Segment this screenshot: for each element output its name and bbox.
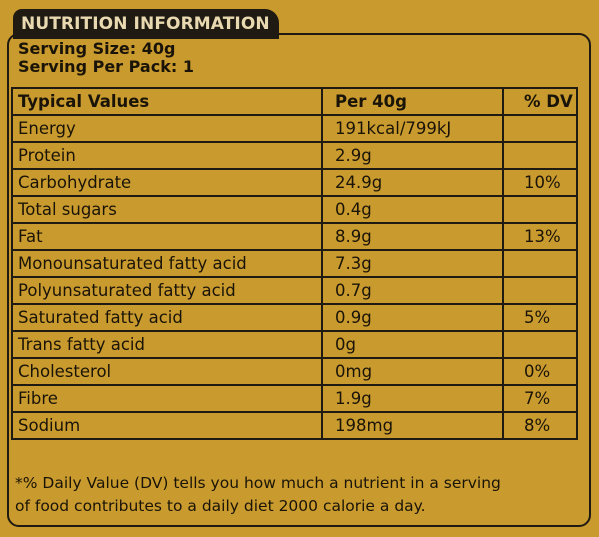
nutrient-dv [502,195,578,224]
nutrient-dv: 7% [502,384,578,413]
nutrient-amount: 7.3g [321,249,504,278]
nutrient-amount: 198mg [321,411,504,440]
nutrient-amount: 0mg [321,357,504,386]
nutrient-amount: 8.9g [321,222,504,251]
nutrient-amount: 191kcal/799kJ [321,114,504,143]
nutrient-name: Energy [11,114,323,143]
table-row: Fat 8.9g 13% [11,222,578,251]
nutrient-name: Total sugars [11,195,323,224]
table-row: Total sugars 0.4g [11,195,578,224]
page-title: NUTRITION INFORMATION [21,14,270,34]
nutrient-amount: 0.9g [321,303,504,332]
nutrient-amount: 0g [321,330,504,359]
serving-per-pack: Serving Per Pack: 1 [18,57,194,76]
serving-info: Serving Size: 40g Serving Per Pack: 1 [18,40,194,76]
nutrient-name: Sodium [11,411,323,440]
column-header-typical-values: Typical Values [11,87,323,116]
nutrient-name: Protein [11,141,323,170]
nutrient-name: Cholesterol [11,357,323,386]
nutrient-name: Polyunsaturated fatty acid [11,276,323,305]
nutrient-name: Carbohydrate [11,168,323,197]
nutrition-table: Typical Values Per 40g % DV Energy 191kc… [11,87,578,440]
footnote-line-1: *% Daily Value (DV) tells you how much a… [15,474,501,492]
table-row: Polyunsaturated fatty acid 0.7g [11,276,578,305]
nutrient-name: Fat [11,222,323,251]
nutrient-dv: 10% [502,168,578,197]
nutrient-dv [502,330,578,359]
footnote-line-2: of food contributes to a daily diet 2000… [15,497,426,515]
footnote: *% Daily Value (DV) tells you how much a… [15,472,585,518]
nutrient-amount: 0.7g [321,276,504,305]
column-header-dv: % DV [502,87,578,116]
nutrient-dv: 8% [502,411,578,440]
nutrient-amount: 2.9g [321,141,504,170]
table-row: Sodium 198mg 8% [11,411,578,440]
table-row: Trans fatty acid 0g [11,330,578,359]
nutrient-dv: 13% [502,222,578,251]
nutrient-amount: 1.9g [321,384,504,413]
serving-size: Serving Size: 40g [18,39,176,58]
table-header-row: Typical Values Per 40g % DV [11,87,578,116]
table-row: Protein 2.9g [11,141,578,170]
table-row: Monounsaturated fatty acid 7.3g [11,249,578,278]
nutrient-amount: 0.4g [321,195,504,224]
nutrient-amount: 24.9g [321,168,504,197]
nutrient-dv [502,249,578,278]
table-row: Saturated fatty acid 0.9g 5% [11,303,578,332]
nutrient-name: Monounsaturated fatty acid [11,249,323,278]
nutrition-title-tab: NUTRITION INFORMATION [13,9,279,39]
nutrient-dv [502,141,578,170]
nutrient-dv [502,114,578,143]
nutrient-name: Fibre [11,384,323,413]
table-row: Energy 191kcal/799kJ [11,114,578,143]
table-row: Carbohydrate 24.9g 10% [11,168,578,197]
nutrient-dv: 0% [502,357,578,386]
nutrition-panel [7,33,591,527]
nutrient-name: Saturated fatty acid [11,303,323,332]
column-header-per-40g: Per 40g [321,87,504,116]
nutrient-dv: 5% [502,303,578,332]
table-row: Fibre 1.9g 7% [11,384,578,413]
table-row: Cholesterol 0mg 0% [11,357,578,386]
nutrient-dv [502,276,578,305]
nutrient-name: Trans fatty acid [11,330,323,359]
